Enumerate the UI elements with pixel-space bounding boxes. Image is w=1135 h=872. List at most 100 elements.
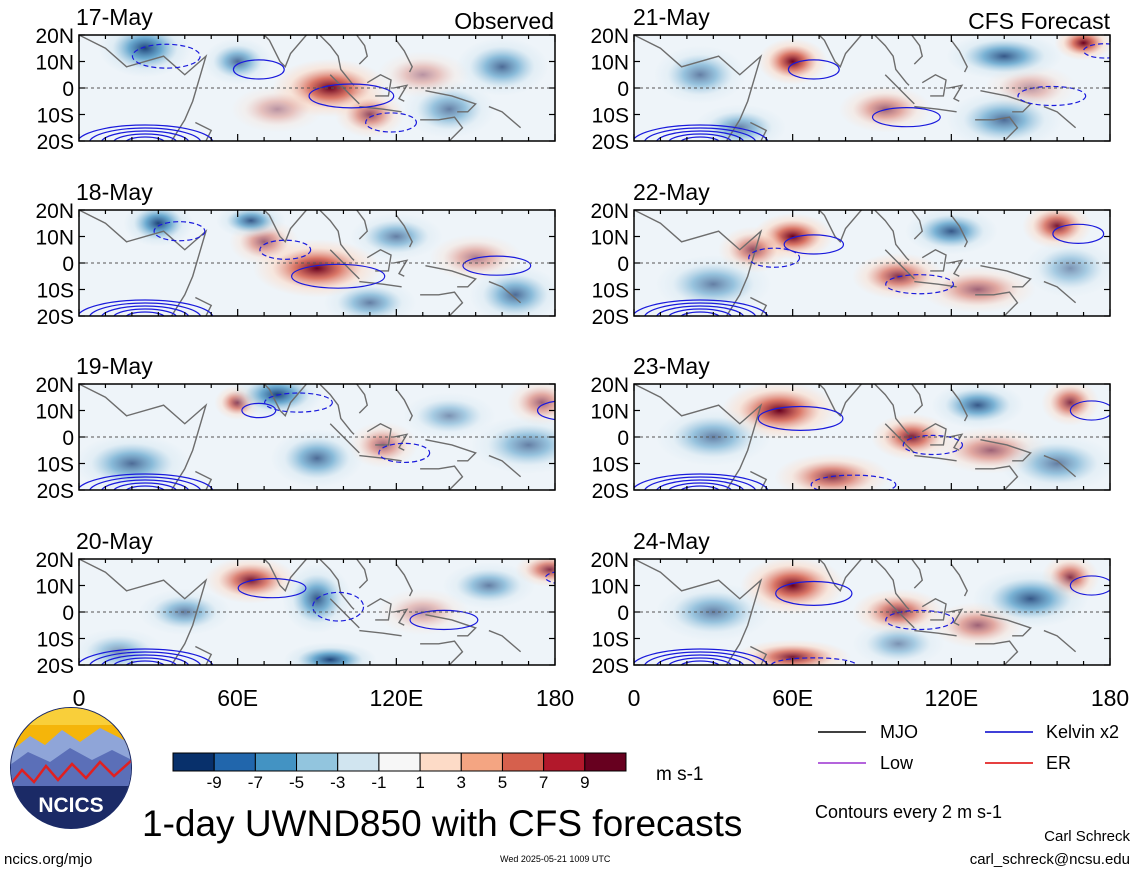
site-url[interactable]: ncics.org/mjo: [4, 851, 92, 868]
x-tick-label: 60E: [217, 685, 258, 711]
kelvin-contour: [1052, 223, 1105, 244]
kelvin-contour: [810, 474, 897, 490]
wind-anomaly: [270, 429, 364, 488]
kelvin-contour: [125, 136, 165, 141]
colorbar-label: 3: [457, 773, 466, 792]
y-tick-label: 10S: [37, 629, 74, 652]
kelvin-contour: [680, 485, 720, 490]
kelvin-contours: [79, 221, 532, 316]
y-tick-label: 20N: [35, 374, 74, 397]
kelvin-contour: [668, 482, 733, 490]
coastline: [874, 210, 910, 261]
legend-kelvin-label: Kelvin x2: [1046, 722, 1119, 742]
wind-anomaly: [734, 639, 851, 665]
kelvin-contour: [241, 402, 277, 419]
kelvin-contour: [237, 578, 307, 599]
y-tick-label: 20N: [35, 25, 74, 48]
coastline: [914, 105, 957, 113]
coastlines: [634, 559, 1077, 665]
wind-anomaly: [202, 38, 273, 85]
kelvin-contour: [365, 112, 418, 133]
coastline: [395, 388, 413, 422]
coastline: [874, 384, 910, 435]
kelvin-contour: [232, 59, 285, 80]
observed-label: Observed: [454, 8, 554, 34]
x-tick-label: 120E: [369, 685, 423, 711]
kelvin-contour: [125, 311, 165, 316]
coastline: [914, 280, 957, 288]
kelvin-contour: [378, 442, 431, 464]
coastline: [395, 39, 413, 73]
coastline: [420, 640, 464, 665]
wind-anomaly: [972, 569, 1089, 628]
wind-anomaly: [283, 642, 377, 665]
colorbar-swatch: [213, 752, 256, 772]
colorbar-label: 7: [539, 773, 548, 792]
axis-ticks: [633, 383, 1111, 491]
kelvin-contour: [668, 657, 733, 665]
x-tick-label: 0: [73, 685, 86, 711]
wind-anomaly: [1023, 239, 1110, 298]
colorbar-swatch: [419, 752, 462, 772]
kelvin-contour: [131, 43, 201, 69]
wind-anomaly: [506, 384, 555, 426]
y-tick-label: 0: [617, 602, 629, 625]
kelvin-contour: [656, 130, 745, 141]
kelvin-contour: [775, 580, 853, 606]
y-tick-label: 10N: [35, 227, 74, 250]
kelvin-contour: [757, 405, 844, 431]
coastline: [263, 559, 307, 593]
kelvin-contour: [787, 59, 840, 80]
kelvin-contour: [79, 124, 214, 141]
kelvin-contour: [101, 305, 190, 316]
kelvin-contour: [1069, 400, 1110, 421]
coastline: [980, 438, 1032, 462]
coastline: [195, 296, 213, 316]
y-tick-label: 10N: [590, 401, 629, 424]
wind-anomaly: [946, 35, 1063, 80]
coastline: [950, 39, 968, 73]
coastline: [950, 388, 968, 422]
coastline: [874, 559, 910, 610]
coastline: [634, 559, 763, 665]
y-tick-label: 10N: [590, 576, 629, 599]
colorbar-swatch: [337, 752, 380, 772]
wind-anomaly: [904, 210, 998, 255]
coastline: [359, 280, 402, 288]
kelvin-contour: [656, 654, 745, 665]
panel-date: 21-May: [633, 4, 710, 30]
coastline: [329, 74, 360, 105]
coastline: [488, 280, 522, 304]
colorbar-swatch: [460, 752, 503, 772]
panel-date: 22-May: [633, 179, 710, 205]
kelvin-contour: [101, 654, 190, 665]
coastline: [914, 454, 957, 462]
wind-anomaly: [334, 91, 405, 138]
coastline: [948, 84, 964, 102]
kelvin-contour: [79, 473, 214, 490]
wind-field: [634, 35, 1110, 141]
kelvin-contour: [259, 239, 312, 260]
colorbar-swatch: [254, 752, 298, 772]
coastline: [319, 559, 355, 610]
kelvin-contour: [668, 308, 733, 316]
axis-ticks: [78, 209, 556, 317]
coastline: [750, 470, 768, 490]
coastline: [980, 613, 1032, 637]
wind-anomaly: [931, 384, 1025, 429]
coastline: [911, 384, 924, 414]
kelvin-contours: [634, 43, 1110, 141]
axis-ticks: [78, 558, 556, 666]
coastlines: [634, 384, 1077, 490]
kelvin-contour: [643, 651, 757, 665]
coastline: [263, 384, 307, 418]
coastline: [329, 249, 360, 280]
kelvin-contours: [79, 571, 555, 665]
coastline: [366, 73, 392, 97]
coastline: [634, 35, 763, 141]
y-tick-label: 20S: [592, 131, 629, 154]
coastline: [975, 640, 1019, 665]
coastline: [420, 465, 464, 490]
